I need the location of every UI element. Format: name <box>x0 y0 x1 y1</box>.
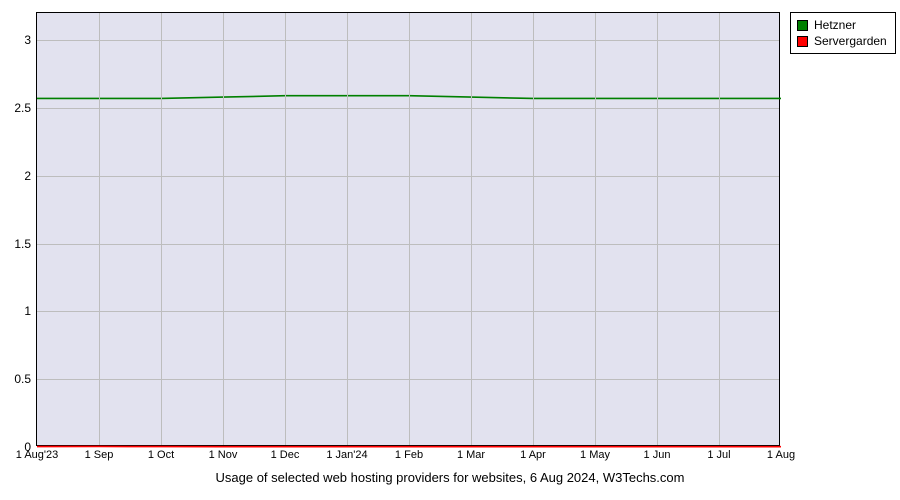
gridline-v <box>285 13 286 445</box>
gridline-v <box>533 13 534 445</box>
gridline-v <box>409 13 410 445</box>
caption-text: Usage of selected web hosting providers … <box>216 470 685 485</box>
gridline-v <box>161 13 162 445</box>
gridline-h <box>37 311 779 312</box>
chart-container: { "chart": { "type": "line", "plot": { "… <box>0 0 900 500</box>
legend-row: Hetzner <box>797 17 887 33</box>
xtick-label: 1 Feb <box>395 445 423 461</box>
gridline-h <box>37 108 779 109</box>
xtick-label: 1 Oct <box>148 445 174 461</box>
xtick-label: 1 Nov <box>209 445 238 461</box>
xtick-label: 1 Aug <box>767 445 795 461</box>
ytick-label: 2.5 <box>14 101 37 115</box>
xtick-label: 1 Jul <box>707 445 730 461</box>
legend-swatch <box>797 36 808 47</box>
xtick-label: 1 Mar <box>457 445 485 461</box>
gridline-h <box>37 244 779 245</box>
ytick-label: 0.5 <box>14 372 37 386</box>
gridline-v <box>471 13 472 445</box>
legend-swatch <box>797 20 808 31</box>
legend-row: Servergarden <box>797 33 887 49</box>
xtick-label: 1 Jun <box>644 445 671 461</box>
ytick-label: 2 <box>24 169 37 183</box>
xtick-label: 1 Aug'23 <box>16 445 58 461</box>
xtick-label: 1 Apr <box>520 445 546 461</box>
gridline-h <box>37 379 779 380</box>
legend-label: Servergarden <box>814 33 887 49</box>
legend-label: Hetzner <box>814 17 856 33</box>
gridline-v <box>719 13 720 445</box>
ytick-label: 1 <box>24 304 37 318</box>
gridline-v <box>657 13 658 445</box>
xtick-label: 1 Dec <box>271 445 300 461</box>
caption: Usage of selected web hosting providers … <box>0 470 900 485</box>
gridline-h <box>37 176 779 177</box>
ytick-label: 1.5 <box>14 237 37 251</box>
xtick-label: 1 Jan'24 <box>326 445 367 461</box>
xtick-label: 1 Sep <box>85 445 114 461</box>
gridline-v <box>223 13 224 445</box>
gridline-v <box>595 13 596 445</box>
ytick-label: 3 <box>24 33 37 47</box>
gridline-v <box>99 13 100 445</box>
plot-area: 00.511.522.531 Aug'231 Sep1 Oct1 Nov1 De… <box>36 12 780 446</box>
xtick-label: 1 May <box>580 445 610 461</box>
gridline-h <box>37 40 779 41</box>
gridline-v <box>347 13 348 445</box>
legend: HetznerServergarden <box>790 12 896 54</box>
